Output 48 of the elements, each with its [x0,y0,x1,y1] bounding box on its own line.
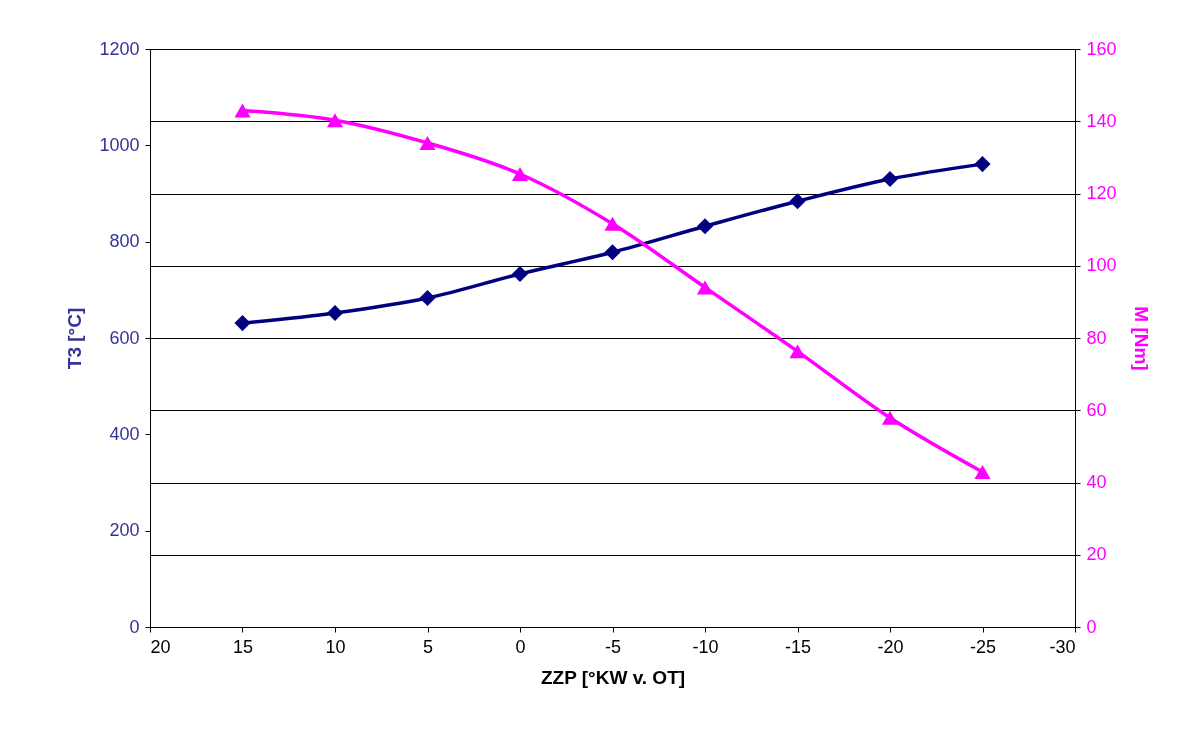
point [419,289,436,307]
x-tick-label: 0 [515,636,526,657]
y2-axis-title: M [Nm] [1130,306,1152,371]
x-axis-title: ZZP [°KW v. OT] [540,666,686,688]
y-tick-label: 1200 [99,38,140,59]
point [604,216,621,231]
x-tick-label: -5 [604,636,622,657]
point [789,193,806,210]
y-tick-label: 0 [129,616,140,637]
y-axis-title: T3 [°C] [64,307,86,370]
point [511,265,529,282]
y2-tick-label: 160 [1086,38,1117,59]
y2-tick-label: 140 [1086,110,1117,131]
y2-tick-label: 20 [1086,544,1107,565]
y-tick-label: 1000 [99,134,140,155]
x-tick-label: -25 [969,636,997,657]
point [234,103,251,118]
point [696,280,714,295]
x-tick-label: 15 [232,636,254,657]
y-tick-label: 800 [109,231,140,252]
x-tick-label: -20 [877,636,904,657]
y2-tick-label: 0 [1086,616,1097,637]
point [974,465,991,480]
x-tick-label: -30 [1049,636,1076,657]
y-tick-label: 600 [109,327,140,348]
y2-tick-label: 100 [1086,255,1117,276]
x-tick-label: 10 [325,636,346,657]
y2-tick-label: 120 [1086,183,1117,203]
point [419,135,436,150]
point [511,167,529,181]
point [604,244,621,261]
point [696,218,714,235]
x-tick-label: 20 [150,636,171,657]
y2-tick-label: 60 [1086,399,1107,420]
x-tick-label: 5 [422,636,434,657]
point [974,156,991,173]
x-tick-label: -10 [692,636,719,657]
x-tick-label: -15 [784,636,812,657]
y2-tick-label: 40 [1086,472,1107,492]
point [789,344,806,359]
y-tick-label: 200 [109,520,140,541]
point [326,113,344,128]
point [881,410,899,425]
point [326,304,344,322]
y2-tick-label: 80 [1086,327,1107,348]
point [881,170,899,188]
y-tick-label: 400 [109,423,140,444]
point [234,315,251,332]
